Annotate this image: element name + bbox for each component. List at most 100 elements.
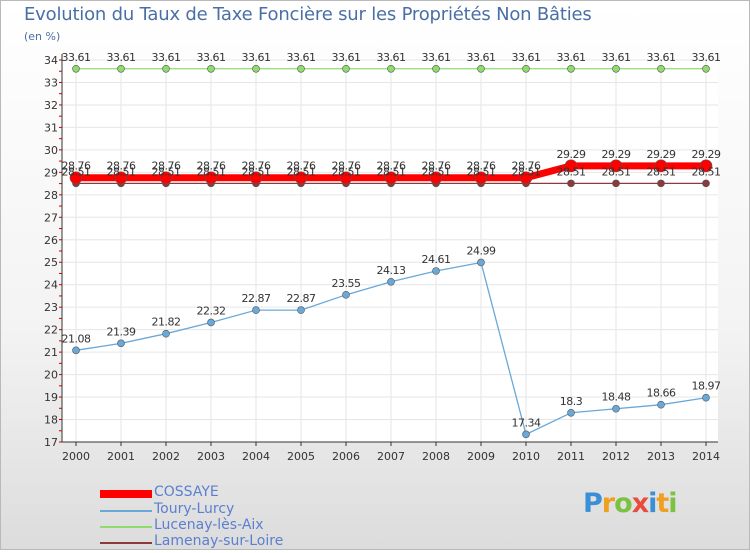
x-tick-label: 2013	[647, 450, 675, 463]
data-label: 28.51	[557, 165, 586, 178]
data-point	[477, 258, 485, 267]
data-label: 33.61	[287, 51, 316, 64]
data-point	[609, 159, 623, 173]
data-point	[72, 64, 80, 73]
data-label: 22.32	[197, 304, 226, 317]
data-label: 28.51	[467, 165, 496, 178]
data-point	[159, 171, 173, 185]
data-point	[207, 318, 215, 327]
y-tick-label: 27	[44, 211, 58, 224]
data-point	[162, 64, 170, 73]
y-tick-label: 33	[44, 76, 58, 89]
data-label: 29.29	[647, 148, 676, 161]
y-tick-label: 20	[44, 369, 58, 382]
data-label: 28.51	[512, 165, 541, 178]
logo-letter: r	[601, 488, 615, 519]
data-point	[387, 277, 395, 286]
data-label: 28.51	[242, 165, 271, 178]
plot-area	[62, 60, 718, 442]
y-tick-label: 28	[44, 189, 58, 202]
data-label: 29.29	[602, 148, 631, 161]
data-point	[702, 64, 710, 73]
x-tick-label: 2014	[692, 450, 720, 463]
data-point	[387, 64, 395, 73]
data-point	[342, 291, 350, 299]
x-tick-label: 2005	[287, 450, 315, 463]
x-tick-label: 2010	[512, 450, 540, 463]
logo-letter: t	[656, 488, 669, 519]
data-point	[429, 171, 443, 185]
legend-swatch-cossaye	[100, 490, 152, 498]
logo-letter: i	[648, 488, 657, 519]
data-point	[117, 64, 125, 73]
data-label: 33.61	[422, 51, 451, 64]
data-point	[657, 64, 665, 73]
data-point	[384, 171, 398, 185]
legend-swatch-lamenay-sur-loire	[100, 542, 152, 544]
data-point	[702, 393, 710, 402]
y-tick-label: 34	[44, 54, 58, 67]
x-tick-label: 2012	[602, 450, 630, 463]
data-label: 21.39	[107, 325, 136, 338]
y-tick-label: 25	[44, 256, 58, 269]
data-label: 28.51	[152, 165, 181, 178]
data-point	[477, 64, 485, 73]
data-label: 28.51	[377, 165, 406, 178]
y-tick-label: 18	[44, 414, 58, 427]
data-point	[699, 159, 713, 173]
data-point	[522, 430, 530, 439]
data-point	[72, 346, 80, 355]
data-label: 28.76	[152, 160, 181, 173]
data-label: 33.61	[512, 51, 541, 64]
data-label: 33.61	[242, 51, 271, 64]
data-point	[612, 404, 620, 413]
data-label: 29.29	[692, 148, 721, 161]
data-label: 28.76	[377, 160, 406, 173]
data-point	[567, 64, 575, 73]
data-label: 21.08	[62, 332, 91, 345]
data-label: 33.61	[62, 51, 91, 64]
data-point	[702, 179, 710, 188]
data-label: 28.76	[287, 160, 316, 173]
data-point	[69, 171, 83, 185]
data-point	[612, 179, 620, 188]
data-point	[567, 408, 575, 417]
y-tick-label: 30	[44, 144, 58, 157]
data-label: 24.61	[422, 253, 451, 266]
x-tick-label: 2007	[377, 450, 405, 463]
data-point	[657, 179, 665, 188]
data-label: 22.87	[287, 292, 316, 305]
data-point	[342, 64, 350, 73]
data-label: 28.76	[332, 160, 361, 173]
data-point	[612, 64, 620, 73]
x-tick-label: 2011	[557, 450, 585, 463]
data-point	[657, 400, 665, 409]
data-label: 33.61	[557, 51, 586, 64]
data-label: 28.51	[602, 165, 631, 178]
legend-label: Lamenay-sur-Loire	[154, 533, 284, 549]
x-tick-label: 2003	[197, 450, 225, 463]
data-point	[432, 64, 440, 73]
data-label: 18.66	[647, 387, 676, 400]
legend-swatch-toury-lurcy	[100, 510, 152, 512]
data-label: 33.61	[377, 51, 406, 64]
data-label: 33.61	[602, 51, 631, 64]
data-label: 28.51	[332, 165, 361, 178]
data-label: 33.61	[647, 51, 676, 64]
data-label: 29.29	[557, 148, 586, 161]
data-label: 33.61	[152, 51, 181, 64]
data-point	[339, 171, 353, 185]
data-point	[207, 64, 215, 73]
data-label: 18.97	[692, 380, 721, 393]
data-label: 33.61	[467, 51, 496, 64]
y-tick-label: 21	[44, 346, 58, 359]
legend-swatch-lucenay-les-aix	[100, 526, 152, 528]
y-tick-label: 23	[44, 301, 58, 314]
data-label: 33.61	[692, 51, 721, 64]
data-label: 28.76	[512, 160, 541, 173]
data-point	[204, 171, 218, 185]
data-label: 24.13	[377, 264, 406, 277]
logo-letter: i	[668, 488, 677, 519]
data-label: 28.76	[107, 160, 136, 173]
